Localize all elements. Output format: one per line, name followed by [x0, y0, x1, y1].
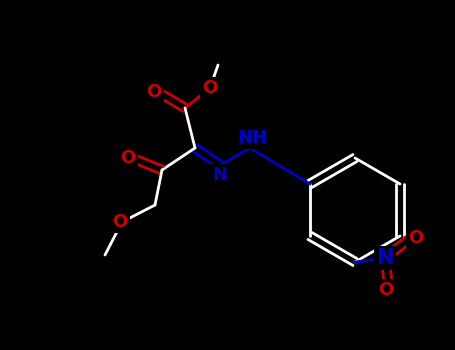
Text: NH: NH — [237, 129, 267, 147]
Text: N: N — [212, 166, 228, 184]
Text: O: O — [112, 213, 127, 231]
Text: N: N — [376, 248, 394, 268]
Text: O: O — [202, 79, 217, 97]
Text: O: O — [147, 83, 162, 101]
Text: O: O — [409, 229, 424, 247]
Text: O: O — [379, 281, 394, 299]
Text: O: O — [121, 149, 136, 167]
